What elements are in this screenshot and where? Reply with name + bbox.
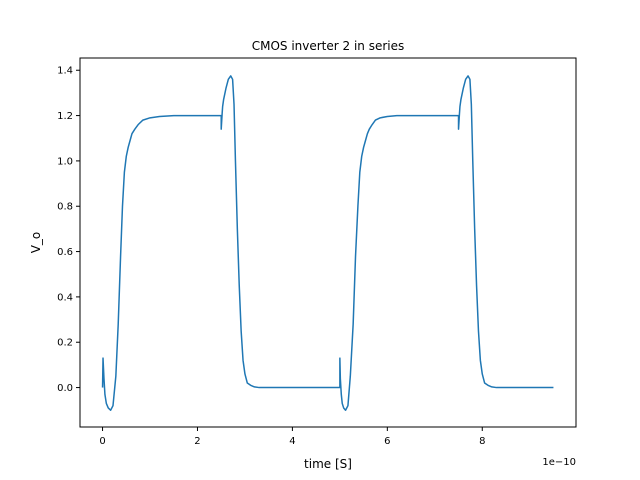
x-axis-label: time [S] (304, 457, 352, 471)
axes-frame (79, 57, 577, 428)
x-tick-label: 8 (479, 436, 485, 447)
chart-title: CMOS inverter 2 in series (252, 39, 405, 53)
y-tick-label: 0.6 (57, 247, 73, 258)
x-axis: 0 2 4 6 8 (99, 427, 485, 447)
y-tick-label: 1.0 (57, 156, 73, 167)
y-axis: 0.0 0.2 0.4 0.6 0.8 1.0 1.2 1.4 (57, 66, 80, 394)
x-tick-label: 6 (384, 436, 390, 447)
y-tick-label: 1.2 (57, 111, 73, 122)
y-tick-label: 0.2 (57, 338, 73, 349)
y-tick-label: 0.0 (57, 383, 73, 394)
series-line-0 (101, 75, 554, 411)
y-tick-label: 0.4 (57, 292, 73, 303)
x-tick-label: 4 (289, 436, 295, 447)
y-tick-label: 1.4 (57, 66, 73, 77)
y-tick-label: 0.8 (57, 202, 73, 213)
x-tick-label: 2 (194, 436, 200, 447)
plot-area (101, 75, 554, 411)
y-axis-label: V_o (29, 232, 43, 254)
x-axis-offset-label: 1e−10 (542, 457, 576, 468)
x-tick-label: 0 (99, 436, 105, 447)
